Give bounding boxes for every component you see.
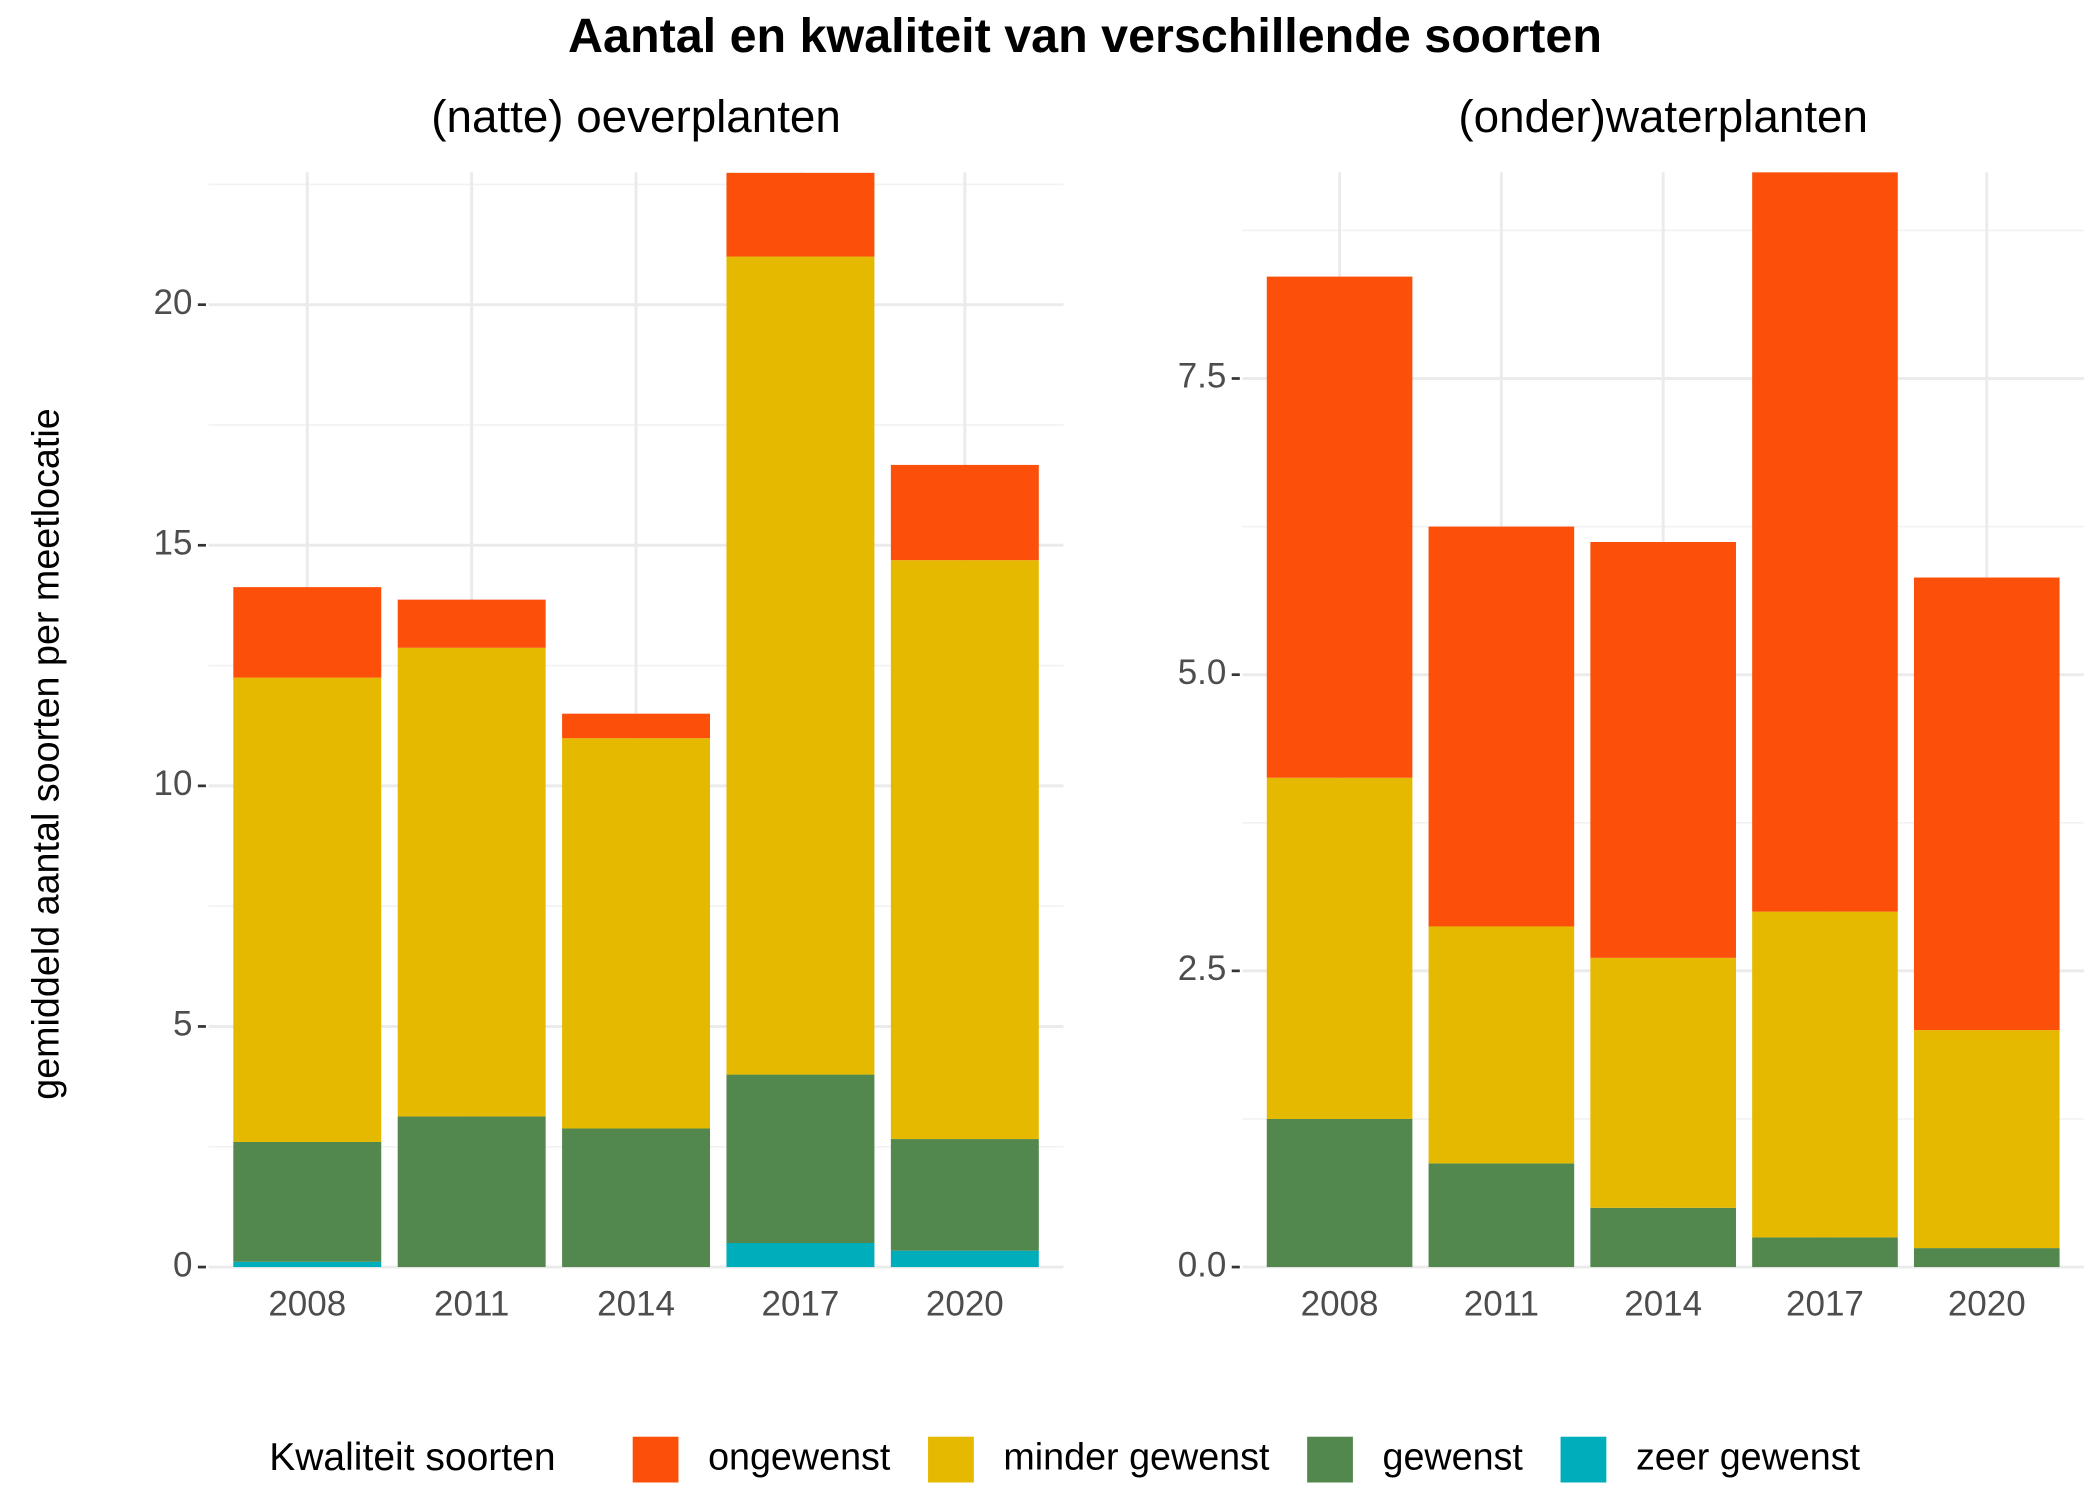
bar-segment [1428,526,1575,927]
bar-segment [726,256,875,1075]
legend-title: Kwaliteit soorten [269,1436,555,1479]
y-tick-label: 5 [173,1005,192,1044]
bar-segment [726,1074,875,1243]
bar-segment [1266,276,1413,778]
y-axis-label: gemiddeld aantal soorten per meetlocatie [24,408,66,1099]
bar-segment [1428,926,1575,1164]
bar-segment [890,1250,1039,1268]
chart-title: Aantal en kwaliteit van verschillende so… [568,9,1602,63]
bar-segment [1752,172,1898,912]
bar-segment [562,738,711,1129]
bar-segment [890,464,1039,561]
bar-segment [890,1139,1039,1251]
y-tick-label: 2.5 [1178,949,1227,988]
legend-swatch [928,1436,974,1483]
bar-segment [1428,1163,1575,1268]
bar-segment [397,647,546,1117]
bar-segment [1913,1030,2060,1249]
bar-segment [1752,1237,1898,1268]
bar-segment [1266,1118,1413,1268]
y-tick-label: 20 [154,283,193,322]
bar-segment [1913,1248,2060,1268]
bar-segment [233,677,382,1142]
panel-subtitle: (onder)waterplanten [1458,91,1868,142]
y-tick-label: 0 [173,1245,192,1284]
legend-label: gewenst [1383,1436,1524,1478]
legend-label: ongewenst [708,1436,891,1478]
y-tick-label: 7.5 [1178,357,1227,396]
x-tick-label: 2008 [1301,1284,1379,1323]
panel-subtitle: (natte) oeverplanten [431,91,841,142]
bar-segment [1590,541,1736,958]
x-tick-label: 2014 [1624,1284,1702,1323]
y-tick-label: 0.0 [1178,1245,1227,1284]
bar-segment [1266,777,1413,1119]
y-tick-label: 10 [154,764,193,803]
legend-label: minder gewenst [1003,1436,1270,1478]
bar-segment [233,587,382,678]
bar-segment [1752,911,1898,1238]
bar-segment [1590,1207,1736,1268]
bar-segment [397,1116,546,1268]
bar-segment [233,1141,382,1262]
x-tick-label: 2008 [268,1284,346,1323]
bar-segment [397,599,546,648]
bar-segment [562,713,711,739]
bar-segment [233,1261,382,1268]
y-tick-label: 5.0 [1178,653,1227,692]
bar-segment [562,1128,711,1268]
legend-label: zeer gewenst [1636,1436,1861,1478]
bar-segment [890,560,1039,1140]
bar-segment [726,172,875,257]
x-tick-label: 2020 [926,1284,1004,1323]
x-tick-label: 2011 [1464,1284,1539,1323]
legend-swatch [632,1436,679,1483]
bar-segment [1913,577,2060,1031]
bar-segment [1590,957,1736,1208]
x-tick-label: 2017 [1786,1284,1864,1323]
x-tick-label: 2017 [762,1284,840,1323]
x-tick-label: 2014 [597,1284,675,1323]
y-tick-label: 15 [154,524,193,563]
legend-swatch [1560,1436,1607,1483]
legend-swatch [1307,1436,1353,1483]
bar-segment [726,1242,875,1268]
x-tick-label: 2020 [1948,1284,2026,1323]
x-tick-label: 2011 [434,1284,509,1323]
